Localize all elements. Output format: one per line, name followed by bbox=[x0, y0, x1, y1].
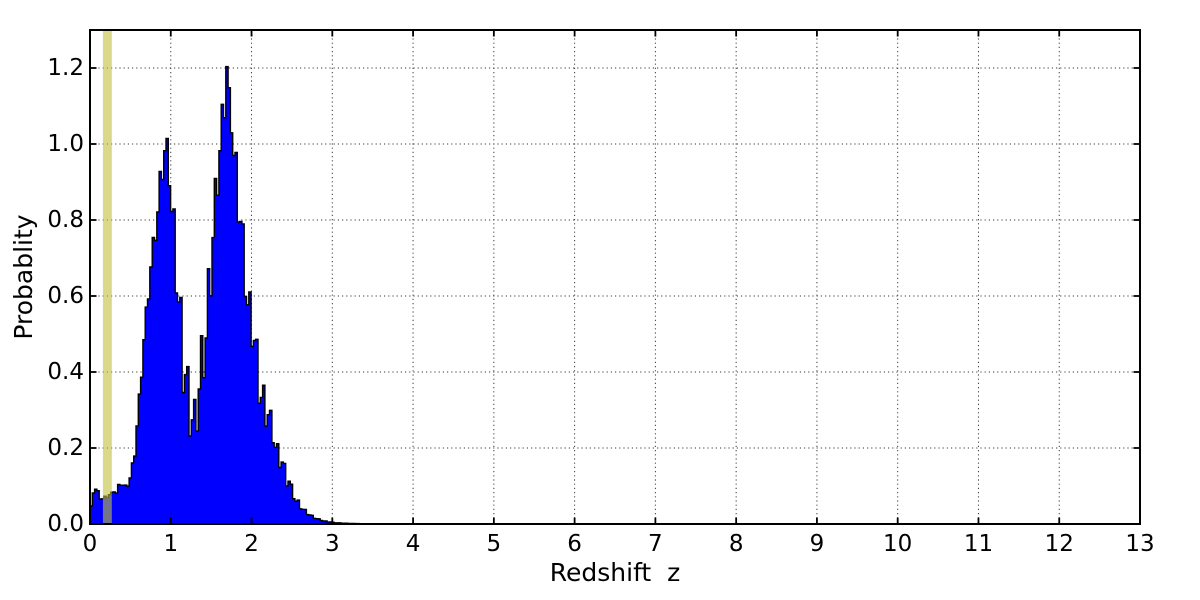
y-tick-label: 0.8 bbox=[47, 207, 84, 233]
probability-density-area bbox=[89, 65, 373, 525]
x-tick-label: 2 bbox=[244, 531, 259, 557]
probability-histogram-chart bbox=[89, 29, 1141, 525]
x-axis-label: Redshift z bbox=[549, 558, 681, 587]
x-tick-label: 1 bbox=[163, 531, 179, 557]
x-tick-label: 4 bbox=[405, 531, 421, 557]
x-tick-label: 3 bbox=[324, 531, 340, 557]
x-tick-label: 9 bbox=[809, 531, 825, 557]
x-tick-label: 11 bbox=[963, 531, 994, 557]
plot-area bbox=[89, 29, 1141, 525]
y-tick-label: 0.6 bbox=[47, 283, 84, 309]
x-tick-label: 5 bbox=[486, 531, 502, 557]
x-tick-label: 12 bbox=[1044, 531, 1074, 557]
x-tick-label: 0 bbox=[82, 531, 98, 557]
x-tick-label: 6 bbox=[567, 531, 582, 557]
y-tick-label: 1.0 bbox=[47, 131, 84, 157]
y-tick-label: 1.2 bbox=[47, 55, 84, 81]
y-tick-label: 0.4 bbox=[47, 359, 84, 385]
redshift-marker-band bbox=[102, 30, 112, 524]
x-tick-label: 13 bbox=[1125, 531, 1155, 557]
y-tick-label: 0.2 bbox=[47, 435, 84, 461]
axes-frame bbox=[89, 29, 1141, 525]
x-tick-label: 10 bbox=[883, 531, 913, 557]
y-tick-label: 0.0 bbox=[47, 511, 84, 537]
x-tick-label: 8 bbox=[728, 531, 744, 557]
x-tick-label: 7 bbox=[648, 531, 663, 557]
